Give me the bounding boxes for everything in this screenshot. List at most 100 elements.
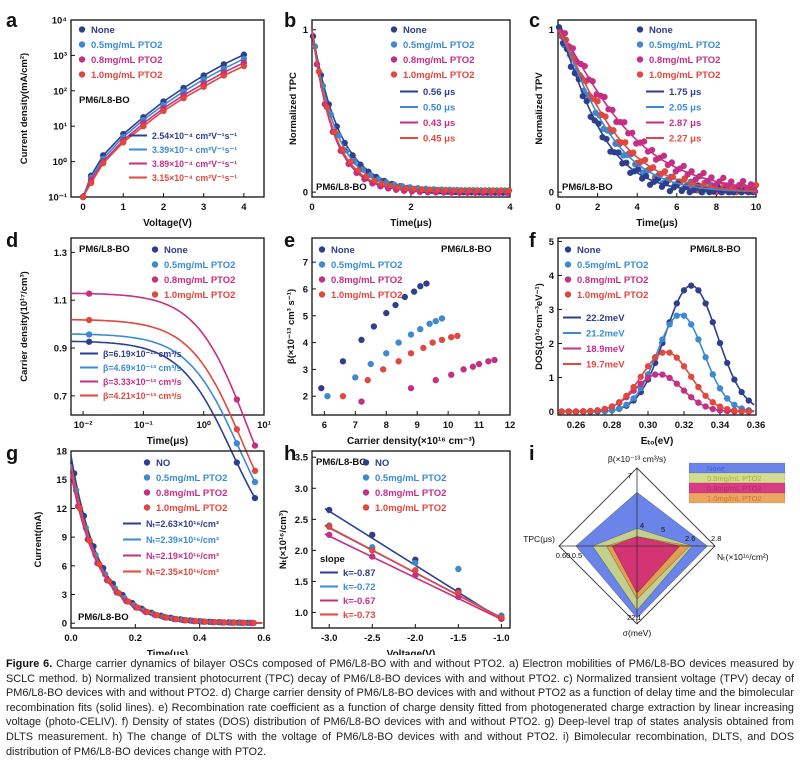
legend-marker [151,246,159,253]
data-point [358,398,365,405]
legend-entry: 1.0mg/mL PTO2 [403,70,474,81]
data-point [233,396,241,403]
data-point [233,426,241,433]
data-point [454,332,461,340]
data-point [447,333,455,341]
x-axis-label: Time(μs) [636,218,678,229]
data-point [423,280,430,287]
fit-label: Nₜ=2.39×10¹⁶/cm³ [146,535,219,545]
legend-entry: None [649,25,673,36]
data-point [240,62,248,70]
legend-entry: None [91,25,115,36]
legend-marker [390,26,398,33]
legend-marker [362,504,370,511]
y-tick-label: 10² [53,86,67,97]
data-point [469,363,477,371]
x-tick-label: -2.5 [364,633,381,644]
data-point [140,122,147,130]
x-tick-label: 0.28 [603,420,622,431]
legend-entry: 0.5mg/mL PTO2 [403,40,474,51]
x-tick-label: -2.0 [407,633,423,644]
data-point [367,360,375,368]
fit-label: Nₜ=2.19×10¹⁶/cm³ [146,551,219,561]
data-point [411,566,419,574]
legend-marker [564,246,572,253]
data-point [202,618,209,626]
legend-marker [151,291,159,298]
plot-frame [70,237,265,416]
fit-line [558,373,755,413]
data-point [325,506,333,514]
caption-label: Figure 6. [6,658,53,670]
fit-line [557,29,757,193]
data-point [85,316,93,324]
data-point [368,553,376,560]
data-point [382,309,390,317]
y-tick-label: 9 [62,533,67,544]
data-point [160,107,167,115]
x-tick-label: 7 [353,420,358,431]
panel-letter: g [6,443,18,465]
x-axis-label: Time(μs) [147,649,189,655]
y-tick-label: 1.1 [54,296,68,307]
fit-line [70,333,256,483]
data-point [473,187,481,194]
data-point [458,186,465,194]
data-point [85,331,93,338]
data-point [466,187,473,194]
legend-entry: 0.5mg/mL PTO2 [375,473,446,484]
data-point [351,374,359,381]
y-tick-label: 6 [303,284,308,295]
y-tick-label: 10¹ [53,122,67,133]
data-point [76,504,84,512]
y-tick-label: 6 [62,561,67,572]
y-tick-label: 10⁻¹ [48,193,67,204]
radar-tick-label: 7 [628,471,632,480]
data-point [447,371,455,379]
data-point [85,290,93,297]
data-point [371,177,378,184]
data-point [115,589,122,597]
figure-caption: Figure 6. Charge carrier dynamics of bil… [6,657,794,765]
y-tick-label: 3.5 [295,453,309,464]
fit-label: 0.43 μs [423,118,455,129]
sample-annotation: PM6/L8-BO [316,457,367,468]
x-tick-label: 10¹ [257,420,271,431]
x-axis-label: Time(μs) [390,218,432,229]
x-tick-label: 10⁰ [196,420,211,431]
legend-entry: 0.8mg/mL PTO2 [375,488,446,499]
data-point [315,68,323,75]
fit-label: 3.89×10⁻⁴ cm²V⁻¹s⁻¹ [152,159,237,169]
data-point [620,118,628,126]
x-tick-label: 0.30 [639,420,658,431]
fit-line [557,29,757,189]
y-tick-label: 0 [303,188,308,199]
data-point [317,384,325,392]
legend-entry: NO [156,458,170,469]
legend-marker [78,26,86,33]
radar-axis-label: σ(meV) [623,628,652,638]
legend-entry: 0.8mg/mL PTO2 [577,275,648,286]
data-point [124,598,132,605]
x-tick-label: 0 [80,202,85,213]
y-axis-label: β(×10⁻¹³ cm³ s⁻¹) [286,289,297,364]
fit-line [82,58,245,198]
data-point [173,615,180,623]
x-tick-label: 6 [674,202,679,213]
fit-label: 0.45 μs [423,134,455,145]
panel-f: f Eₜₒ(eV) DOS(10¹⁶cm⁻³eV⁻¹) 0.26 0.28 0.30 0.3… [529,230,765,447]
legend-entry: None [403,25,427,36]
data-point [368,531,376,539]
sample-annotation: PM6/L8-BO [562,182,613,193]
data-point [432,317,440,325]
x-axis-label: Voltage(V) [387,649,436,655]
legend-entry: 0.5mg/mL PTO2 [156,473,227,484]
x-tick-label: 9 [415,420,420,431]
data-point [339,358,347,365]
y-tick-label: 1.0 [295,608,308,619]
fit-label: 2.27 μs [669,134,701,145]
y-tick-label: 1.3 [54,248,67,259]
legend-marker [151,276,159,283]
panel-letter: d [6,230,18,252]
legend-entry: 0.5mg/mL PTO2 [164,260,235,271]
